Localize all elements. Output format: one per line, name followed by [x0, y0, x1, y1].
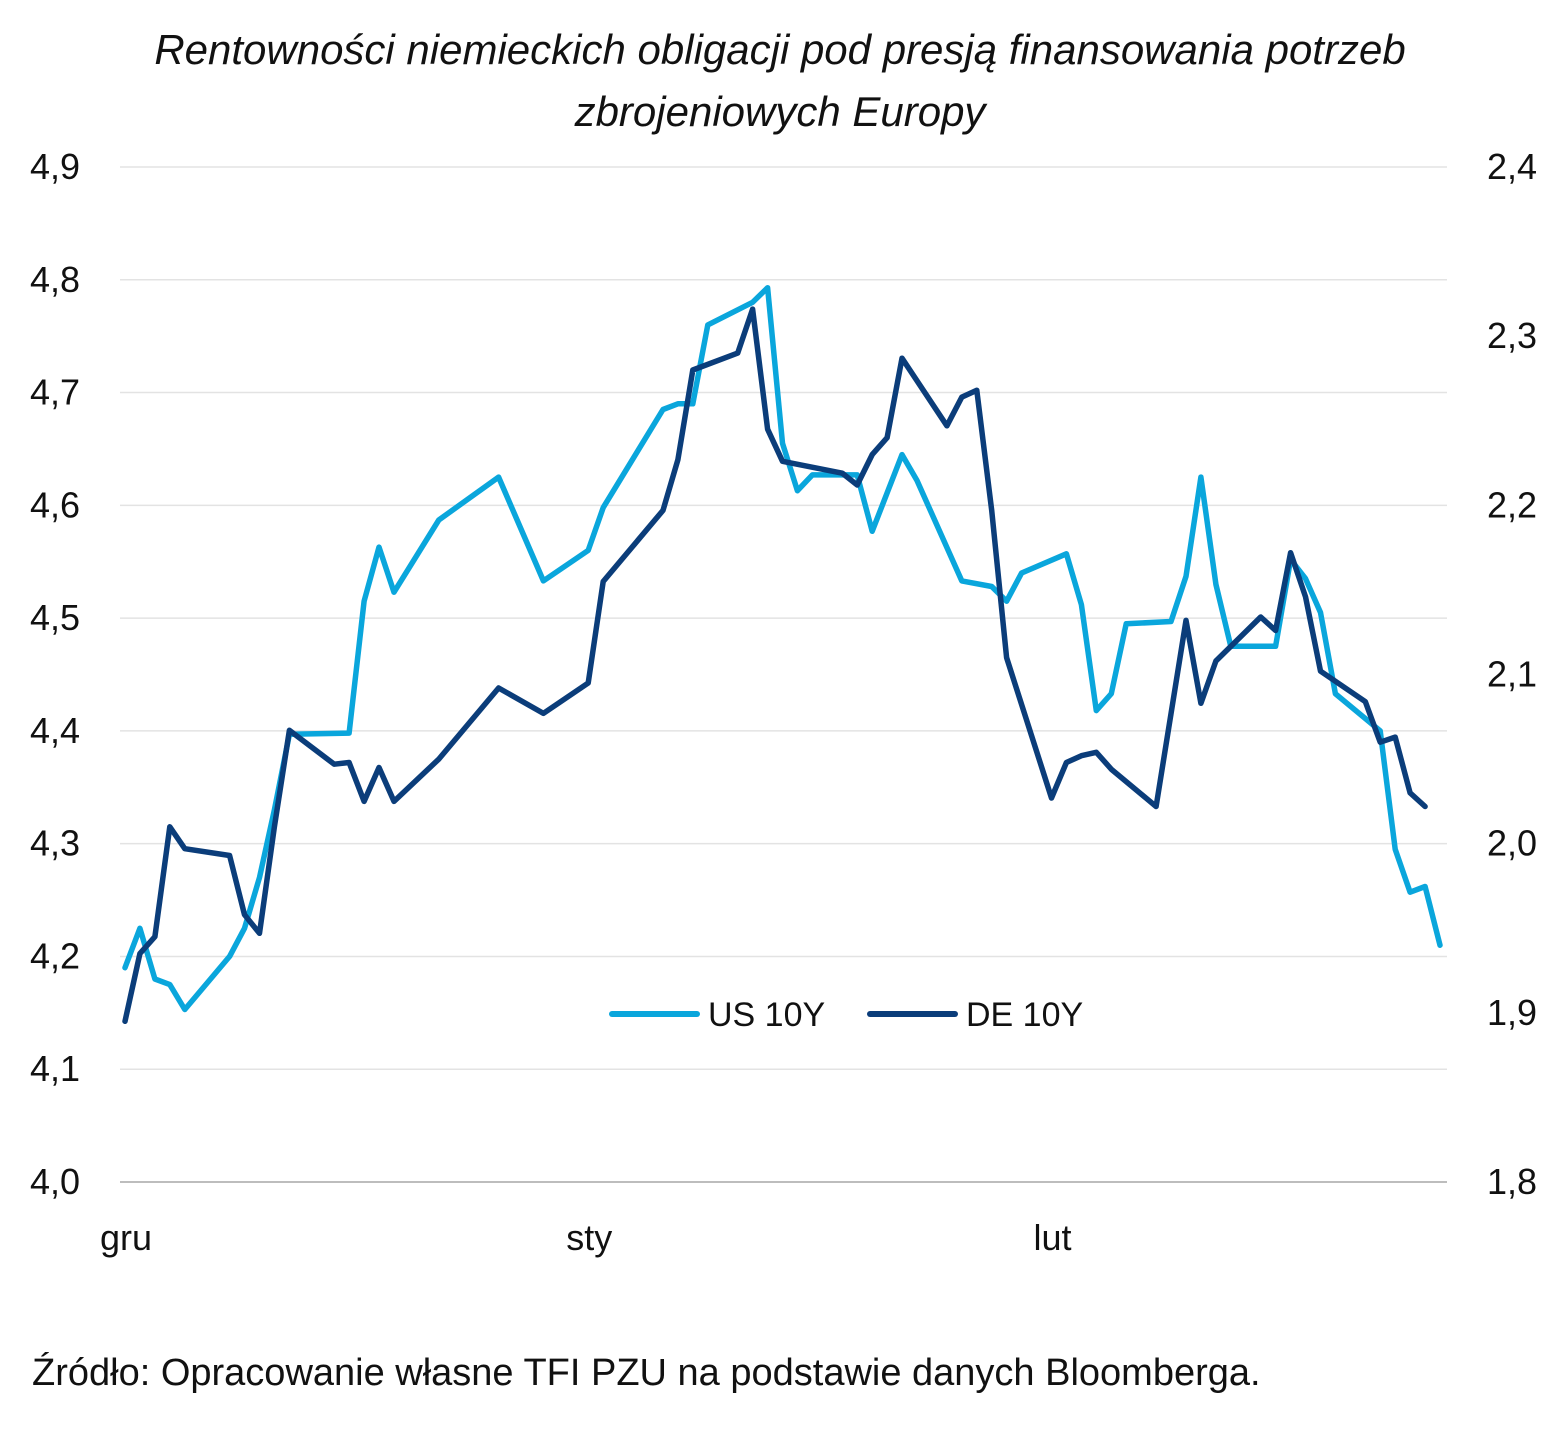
right-y-axis: 1,8 1,9 2,0 2,1 2,2 2,3 2,4: [1487, 146, 1537, 1202]
left-y-tick-label: 4,2: [30, 935, 80, 976]
chart-title: Rentowności niemieckich obligacji pod pr…: [154, 26, 1405, 135]
x-tick-label: sty: [566, 1217, 612, 1258]
left-y-tick-label: 4,5: [30, 597, 80, 638]
series-lines: [122, 284, 1443, 1025]
right-y-tick-label: 2,2: [1487, 484, 1537, 525]
left-y-tick-label: 4,6: [30, 484, 80, 525]
left-y-tick-label: 4,4: [30, 710, 80, 751]
right-y-tick-label: 2,4: [1487, 146, 1537, 187]
right-y-tick-label: 2,0: [1487, 823, 1537, 864]
left-y-tick-label: 4,3: [30, 823, 80, 864]
source-note: Źródło: Opracowanie własne TFI PZU na po…: [32, 1352, 1261, 1394]
right-y-tick-label: 2,3: [1487, 315, 1537, 356]
left-y-axis: 4,0 4,1 4,2 4,3 4,4 4,5 4,6 4,7 4,8 4,9: [30, 146, 80, 1202]
right-y-tick-label: 1,8: [1487, 1161, 1537, 1202]
x-axis: gru sty lut: [100, 1217, 1072, 1258]
right-y-tick-label: 2,1: [1487, 654, 1537, 695]
left-y-tick-label: 4,8: [30, 259, 80, 300]
x-tick-label: lut: [1033, 1217, 1071, 1258]
left-y-tick-label: 4,0: [30, 1161, 80, 1202]
gridlines: [120, 166, 1447, 1183]
left-y-tick-label: 4,9: [30, 146, 80, 187]
left-y-tick-label: 4,7: [30, 372, 80, 413]
right-y-tick-label: 1,9: [1487, 992, 1537, 1033]
legend-label: DE 10Y: [966, 996, 1083, 1034]
left-y-tick-label: 4,1: [30, 1048, 80, 1089]
series-line-de-10y: [122, 306, 1428, 1025]
series-line-us-10y: [122, 284, 1443, 1013]
chart-title-line-2: zbrojeniowych Europy: [574, 88, 989, 135]
chart-title-line-1: Rentowności niemieckich obligacji pod pr…: [154, 26, 1405, 73]
x-tick-label: gru: [100, 1217, 152, 1258]
legend-label: US 10Y: [708, 996, 825, 1034]
legend: US 10Y DE 10Y: [609, 996, 1083, 1034]
